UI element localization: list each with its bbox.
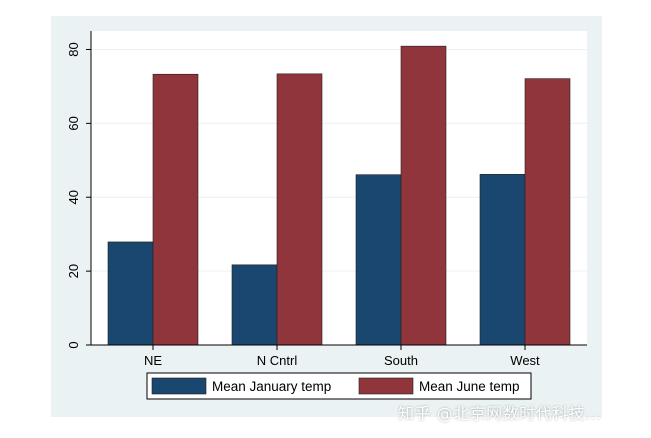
bar-mean-june-temp-west (524, 78, 571, 346)
x-tick-label: West (510, 353, 540, 368)
watermark-text: 知乎 @北京网数时代科技... (398, 404, 602, 423)
bar-mean-january-temp-west (479, 174, 526, 346)
y-tick-label: 60 (66, 116, 81, 130)
bar-mean-june-temp-ne (152, 73, 199, 346)
y-tick-label: 40 (66, 190, 81, 204)
legend-swatch (151, 377, 207, 395)
x-tick-label: South (384, 353, 418, 368)
legend-label: Mean June temp (419, 379, 520, 394)
bars (107, 45, 571, 346)
x-tick-label: NE (144, 353, 162, 368)
bar-mean-june-temp-n-cntrl (276, 73, 323, 346)
x-tick-label: N Cntrl (257, 353, 298, 368)
legend-label: Mean January temp (212, 379, 331, 394)
bar-mean-january-temp-ne (107, 241, 154, 346)
y-axis: 0 20 40 60 80 (66, 31, 92, 349)
x-axis: NE N Cntrl South West (91, 344, 587, 368)
legend-box (146, 372, 532, 400)
y-tick-label: 0 (66, 341, 81, 348)
bar-mean-january-temp-n-cntrl (231, 264, 278, 346)
y-tick-label: 20 (66, 264, 81, 278)
bar-mean-january-temp-south (355, 174, 402, 346)
bar-mean-june-temp-south (400, 45, 447, 346)
legend-swatch (358, 377, 414, 395)
y-tick-label: 80 (66, 42, 81, 56)
legend: Mean January temp Mean June temp (146, 372, 532, 400)
